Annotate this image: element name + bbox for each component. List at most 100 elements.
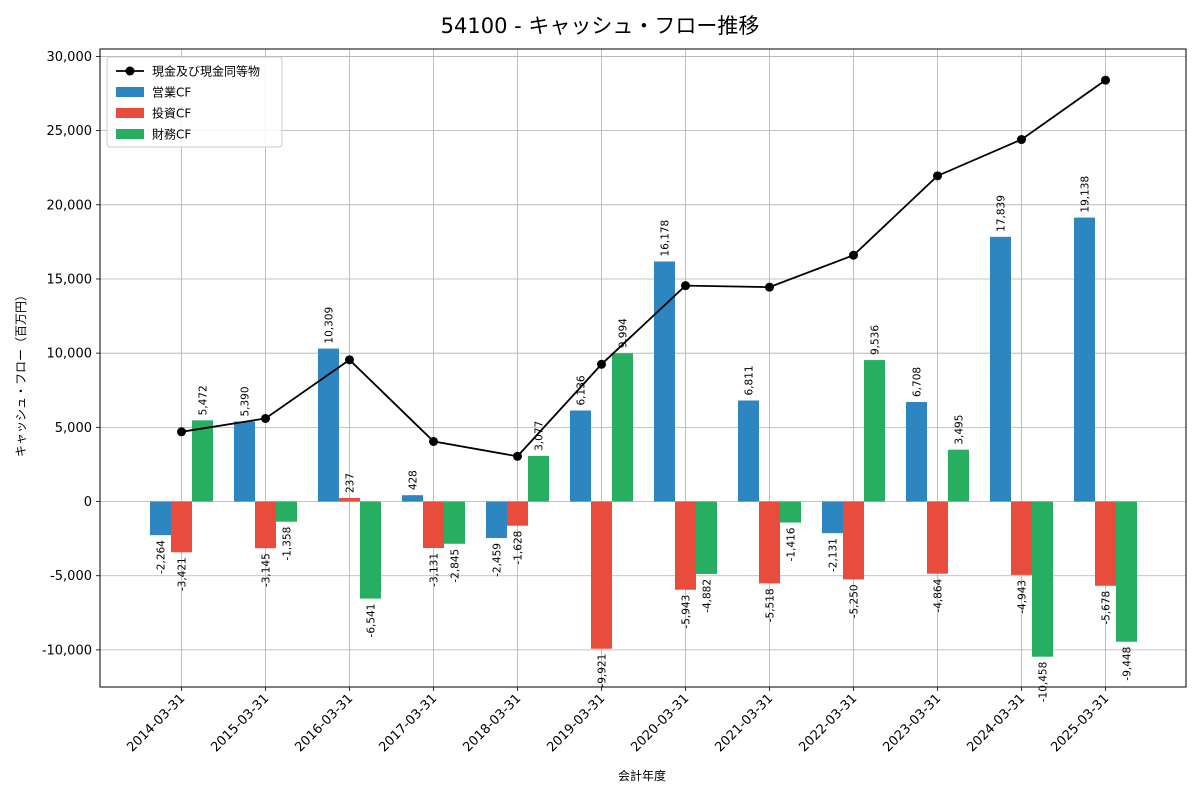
bar: [906, 402, 927, 502]
bar: [1095, 501, 1116, 586]
data-labels-layer: -2,264 5,390 10,309 428 -2,459 6,136 16,178 6,8…: [156, 176, 1134, 702]
bar-value-label: 6,708: [912, 367, 924, 397]
bar-value-label: 16,178: [660, 220, 672, 257]
x-tick-label: 2016-03-31: [292, 691, 356, 755]
bar-value-label: -5,943: [681, 595, 693, 629]
bar-value-label: -2,845: [450, 549, 462, 583]
bar: [234, 421, 255, 502]
bar-value-label: -3,421: [177, 557, 189, 591]
bars-layer: [150, 217, 1137, 657]
bar-value-label: 237: [345, 473, 357, 493]
bar-value-label: 6,811: [744, 365, 756, 395]
cash-marker: [429, 436, 438, 446]
bar-value-label: 17,839: [996, 195, 1008, 232]
bar: [402, 495, 423, 502]
bar: [276, 501, 297, 522]
cash-marker: [261, 413, 270, 423]
bar: [843, 501, 864, 580]
bar: [612, 353, 633, 502]
cash-marker: [345, 355, 354, 365]
y-axis-title: キャッシュ・フロー（百万円）: [14, 289, 28, 457]
cash-marker: [1101, 75, 1110, 85]
bar-value-label: 6,136: [576, 375, 588, 405]
bar-value-label: -5,250: [849, 584, 861, 618]
bar: [1011, 501, 1032, 575]
y-tick-label: 30,000: [47, 50, 93, 65]
plot-frame: [99, 48, 1187, 688]
y-tick-label: -10,000: [42, 643, 92, 658]
bar-value-label: -9,448: [1122, 647, 1134, 681]
y-tick-label: 10,000: [47, 347, 93, 362]
x-tick-label: 2025-03-31: [1048, 691, 1112, 755]
bar-value-label: 9,994: [618, 318, 630, 348]
cash-marker: [1017, 135, 1026, 145]
cash-marker: [177, 427, 186, 437]
cash-line: [181, 79, 1107, 458]
legend-box: [106, 56, 283, 148]
bar-value-label: 19,138: [1080, 176, 1092, 213]
bar-value-label: -2,131: [828, 538, 840, 572]
bar: [570, 410, 591, 502]
bar: [192, 420, 213, 502]
bar: [171, 501, 192, 553]
bar-value-label: -3,131: [429, 553, 441, 587]
bar: [591, 501, 612, 649]
bar: [822, 501, 843, 534]
bar-value-label: 5,472: [198, 385, 210, 415]
bar: [318, 348, 339, 502]
x-tick-label: 2014-03-31: [124, 691, 188, 755]
legend-label: 営業CF: [152, 86, 191, 100]
bar: [1074, 217, 1095, 502]
bar: [1116, 501, 1137, 642]
legend-bar-swatch: [116, 108, 144, 118]
bar: [339, 498, 360, 502]
bar: [675, 501, 696, 590]
bar: [528, 455, 549, 502]
legend-label: 投資CF: [152, 106, 191, 121]
bar: [423, 501, 444, 548]
bar: [150, 501, 171, 536]
y-tick-label: 25,000: [47, 124, 93, 139]
cash-marker: [933, 171, 942, 181]
y-tick-label: 5,000: [55, 421, 92, 436]
bar-value-label: -5,678: [1101, 591, 1113, 625]
x-tick-label: 2024-03-31: [964, 691, 1028, 755]
bar: [759, 501, 780, 584]
cash-marker: [597, 359, 606, 369]
bar: [780, 501, 801, 523]
cash-marker: [765, 282, 774, 292]
y-tick-label: 15,000: [47, 272, 93, 287]
bar-value-label: -1,628: [513, 531, 525, 565]
bar: [444, 501, 465, 544]
bar-value-label: -9,921: [597, 654, 609, 688]
bar-value-label: 5,390: [240, 386, 252, 416]
x-tick-label: 2021-03-31: [712, 691, 776, 755]
y-tick-label: 20,000: [47, 198, 93, 213]
x-tick-label: 2023-03-31: [880, 691, 944, 755]
grid-layer: [100, 49, 1186, 687]
bar-value-label: -4,864: [933, 578, 945, 612]
bar-value-label: -4,882: [702, 579, 714, 613]
x-tick-label: 2017-03-31: [376, 691, 440, 755]
cash-marker: [681, 281, 690, 291]
bar: [360, 501, 381, 599]
cash-marker: [513, 451, 522, 461]
legend-bar-swatch: [116, 129, 144, 139]
chart-title: 54100 - キャッシュ・フロー推移: [441, 14, 760, 38]
legend-marker: [125, 66, 135, 76]
bar-value-label: -4,943: [1017, 580, 1029, 614]
line-layer: [177, 75, 1110, 461]
y-tick-label: 0: [84, 495, 92, 510]
x-tick-label: 2019-03-31: [544, 691, 608, 755]
bar-value-label: -3,145: [261, 553, 273, 587]
bar: [696, 501, 717, 574]
bar: [948, 449, 969, 502]
x-tick-label: 2020-03-31: [628, 691, 692, 755]
bar-value-label: 428: [408, 470, 420, 490]
legend-bar-swatch: [116, 87, 144, 97]
x-tick-label: 2022-03-31: [796, 691, 860, 755]
bar-value-label: -5,518: [765, 588, 777, 622]
